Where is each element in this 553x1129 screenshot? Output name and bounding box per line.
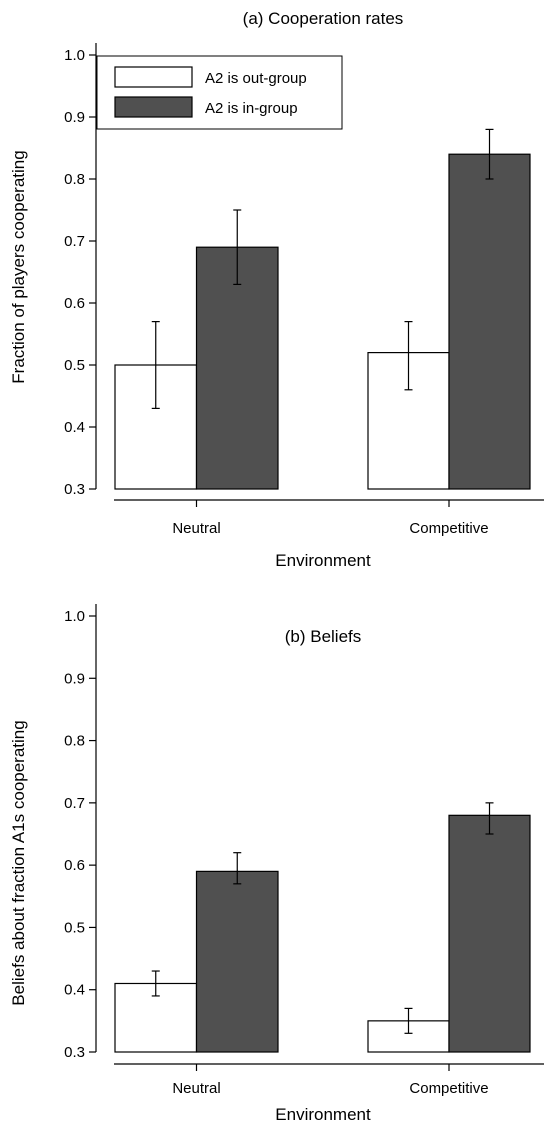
y-tick-label: 0.3 [64,481,85,498]
chart-title: (b) Beliefs [285,627,362,646]
x-axis-label: Environment [275,1105,371,1124]
y-tick-label: 0.8 [64,171,85,188]
bar-in-group [448,814,531,1053]
y-tick-label: 0.6 [64,857,85,874]
y-tick-label: 0.5 [64,357,85,374]
y-tick-label: 0.9 [64,670,85,687]
x-tick-label: Competitive [409,1080,488,1097]
panel-beliefs: (b) Beliefs Beliefs about fraction A1s c… [9,604,544,1124]
y-tick-label: 1.0 [64,608,85,625]
x-axis-label: Environment [275,551,371,570]
legend-label-out-group: A2 is out-group [205,70,307,87]
y-tick-label: 0.4 [64,982,85,999]
y-tick-label: 1.0 [64,47,85,64]
x-tick-label: Neutral [172,520,220,537]
bar-in-group [195,246,279,490]
y-tick-label: 0.8 [64,733,85,750]
legend-swatch-out-group [114,66,193,88]
x-tick-label: Neutral [172,1080,220,1097]
legend: A2 is out-group A2 is in-group [96,55,343,130]
bar-in-group [195,870,279,1053]
y-axis-label: Beliefs about fraction A1s cooperating [9,720,28,1005]
y-tick-label: 0.7 [64,233,85,250]
bar-in-group [448,153,531,490]
panel-cooperation-rates: (a) Cooperation rates Fraction of player… [9,9,544,570]
chart-title: (a) Cooperation rates [243,9,404,28]
legend-label-in-group: A2 is in-group [205,100,298,117]
y-tick-label: 0.4 [64,419,85,436]
y-tick-label: 0.9 [64,109,85,126]
legend-swatch-in-group [114,96,193,118]
y-tick-label: 0.5 [64,919,85,936]
y-axis-label: Fraction of players cooperating [9,150,28,383]
y-tick-label: 0.6 [64,295,85,312]
x-tick-label: Competitive [409,520,488,537]
y-tick-label: 0.3 [64,1044,85,1061]
y-tick-label: 0.7 [64,795,85,812]
